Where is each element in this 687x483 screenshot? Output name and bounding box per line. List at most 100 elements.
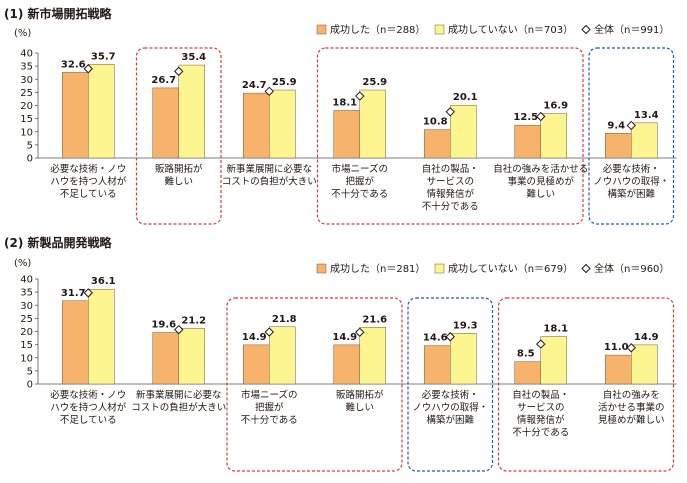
y-tick-label: 25 <box>20 88 33 99</box>
legend-label-overall: 全体（n＝960） <box>594 262 669 275</box>
y-tick-label: 20 <box>20 327 33 338</box>
data-label-success: 14.9 <box>242 332 267 343</box>
y-tick-label: 40 <box>20 275 33 286</box>
category-label: 情報発信が <box>517 414 565 426</box>
marker-overall <box>264 327 274 337</box>
data-label-not-success: 19.3 <box>453 320 478 331</box>
chart-title: (2) 新製品開発戦略 <box>4 235 112 250</box>
bar-not-success <box>540 113 567 159</box>
category-label: 構築が困難 <box>426 414 474 426</box>
y-tick-label: 0 <box>27 380 33 391</box>
y-tick-label: 30 <box>20 75 33 86</box>
category-label: 見極めが難しい <box>598 414 665 426</box>
bar-not-success <box>269 326 296 385</box>
bar-success <box>333 344 360 385</box>
category-label: 市場ニーズの <box>241 389 298 401</box>
data-label-success: 26.7 <box>151 75 176 86</box>
bar-success <box>514 361 541 385</box>
y-tick-label: 40 <box>20 49 33 60</box>
marker-overall <box>445 332 455 342</box>
data-label-success: 9.4 <box>607 120 625 131</box>
marker-overall <box>83 64 93 74</box>
bar-success <box>243 344 270 385</box>
category-label: 難しい <box>345 402 374 414</box>
marker-overall <box>174 324 184 335</box>
category-label: 不十分である <box>331 188 388 200</box>
data-label-not-success: 16.9 <box>543 101 568 112</box>
category-label: 不十分である <box>512 427 569 439</box>
data-label-not-success: 21.2 <box>181 315 206 326</box>
legend-marker-overall <box>581 263 591 274</box>
highlight-box <box>226 297 403 472</box>
category-label: 必要な技術・ <box>422 389 479 401</box>
bar-not-success <box>450 333 477 385</box>
category-label: 難しい <box>164 176 193 188</box>
data-label-success: 14.9 <box>332 332 357 343</box>
category-label: サービスの <box>426 177 474 188</box>
bar-not-success <box>88 288 115 385</box>
category-label: 自社の強みを活かせる <box>493 163 588 175</box>
data-label-not-success: 25.9 <box>362 77 387 88</box>
bar-success <box>152 87 179 159</box>
marker-overall <box>355 91 365 101</box>
y-tick-label: 0 <box>27 154 33 165</box>
category-label: ノウハウの取得・ <box>593 176 669 188</box>
chart-title: (1) 新市場開拓戦略 <box>4 6 112 21</box>
data-label-not-success: 14.9 <box>634 332 659 343</box>
category-label: 必要な技術・ノウ <box>50 163 126 175</box>
category-label: 難しい <box>526 188 555 200</box>
y-tick-label: 25 <box>20 314 33 325</box>
category-label: 自社の製品・ <box>512 389 569 401</box>
category-label: ハウを持つ人材が <box>50 176 127 188</box>
y-axis-unit-label: (%) <box>14 28 31 39</box>
bar-success <box>605 354 632 385</box>
bar-success <box>333 110 360 159</box>
legend-swatch-not-success <box>434 24 445 35</box>
marker-overall <box>83 288 93 298</box>
data-label-not-success: 18.1 <box>543 323 568 334</box>
data-label-success: 31.7 <box>61 288 86 299</box>
legend-swatch-not-success <box>434 263 445 274</box>
bar-not-success <box>359 89 386 159</box>
legend-label-success: 成功した（n＝281） <box>330 263 425 275</box>
category-label: 構築が困難 <box>607 188 655 200</box>
marker-overall <box>536 111 546 122</box>
category-label: 事業の見極めが <box>507 176 574 188</box>
data-label-success: 11.0 <box>604 342 629 353</box>
category-label: 情報発信が <box>426 188 474 200</box>
bar-success <box>514 124 541 159</box>
category-label: 把握が <box>345 176 374 188</box>
y-tick-label: 15 <box>20 114 33 125</box>
data-label-not-success: 35.7 <box>91 51 116 62</box>
y-axis-unit-label: (%) <box>14 258 31 269</box>
category-label: 新事業展開に必要な <box>136 389 222 401</box>
bar-success <box>152 332 179 385</box>
bar-not-success <box>88 64 115 159</box>
data-label-success: 10.8 <box>423 117 448 128</box>
category-label: ハウを持つ人材が <box>50 402 127 414</box>
category-label: 不十分である <box>241 414 298 426</box>
marker-overall <box>536 339 546 349</box>
bar-success <box>62 300 89 385</box>
data-label-success: 32.6 <box>61 59 86 70</box>
category-label: 不十分である <box>422 201 479 213</box>
bar-not-success <box>631 344 658 385</box>
data-label-not-success: 35.4 <box>181 52 206 63</box>
marker-overall <box>445 107 455 117</box>
highlight-box <box>407 297 494 472</box>
bar-not-success <box>269 89 296 159</box>
marker-overall <box>355 327 365 337</box>
bar-success <box>605 133 632 159</box>
bar-success <box>424 345 451 385</box>
legend-label-overall: 全体（n＝991） <box>594 23 669 36</box>
data-label-not-success: 25.9 <box>272 77 297 88</box>
data-label-not-success: 36.1 <box>91 276 116 287</box>
category-label: 市場ニーズの <box>331 163 388 175</box>
highlight-box <box>316 47 584 225</box>
y-tick-label: 10 <box>20 353 33 364</box>
bar-not-success <box>631 122 658 159</box>
legend-label-not-success: 成功していない（n＝703） <box>448 24 573 36</box>
bar-not-success <box>178 328 205 385</box>
legend-label-not-success: 成功していない（n＝679） <box>448 263 573 275</box>
